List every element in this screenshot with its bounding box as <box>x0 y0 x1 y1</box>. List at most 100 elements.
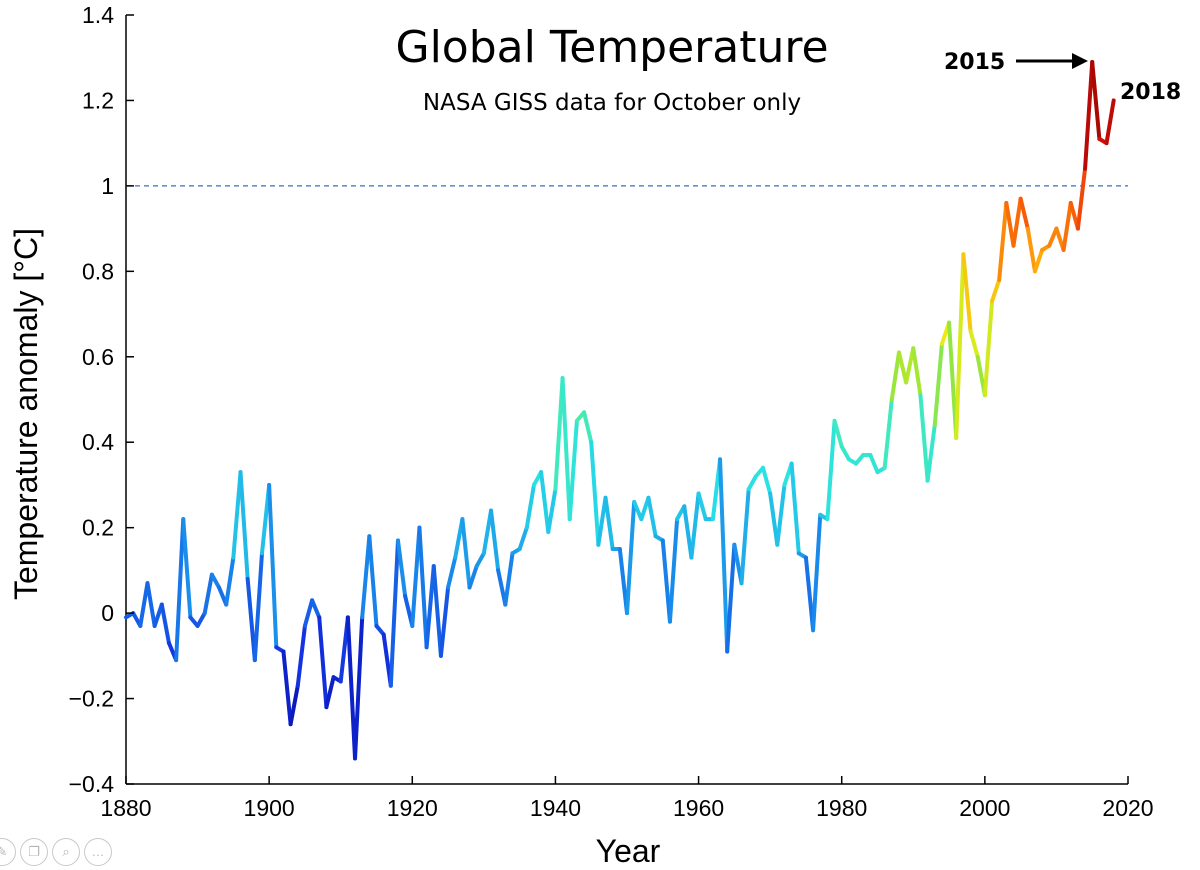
series-segment <box>474 551 486 569</box>
series-segment <box>725 542 737 654</box>
y-tick-label: 0.6 <box>82 344 114 370</box>
series-segment <box>689 491 701 560</box>
annotation-2015-label: 2015 <box>944 50 1005 75</box>
series-segment <box>567 418 579 522</box>
series-line <box>124 59 1116 761</box>
x-tick-label: 1980 <box>816 795 867 821</box>
series-segment <box>295 623 307 688</box>
series-segment <box>138 581 150 628</box>
series-segment <box>209 572 222 590</box>
series-segment <box>560 376 572 522</box>
series-segment <box>424 564 436 650</box>
series-segment <box>353 615 365 761</box>
series-segment <box>238 470 250 581</box>
series-segment <box>589 440 601 547</box>
series-segment <box>825 418 837 522</box>
series-segment <box>632 500 644 522</box>
series-segment <box>889 350 901 402</box>
x-axis-title: Year <box>596 833 661 869</box>
series-segment <box>660 538 672 624</box>
x-tick-label: 1880 <box>100 795 151 821</box>
series-segment <box>990 277 1002 304</box>
series-segment <box>667 517 680 624</box>
y-tick-label: 1.2 <box>82 87 114 113</box>
series-segment <box>882 397 894 470</box>
series-segment <box>174 517 186 663</box>
series-segment <box>932 341 944 428</box>
series-segment <box>925 423 937 483</box>
series-segment <box>582 410 594 445</box>
series-segment <box>1025 226 1037 274</box>
series-segment <box>696 491 708 522</box>
series-segment <box>918 393 930 483</box>
series-segment <box>997 200 1009 282</box>
series-segment <box>159 602 171 646</box>
zoom-icon[interactable]: ⌕ <box>52 838 80 866</box>
series-segment <box>539 470 551 534</box>
y-tick-label: −0.4 <box>69 771 115 797</box>
series-segment <box>395 538 408 599</box>
series-segment <box>446 555 458 590</box>
series-segment <box>317 615 329 710</box>
series-segment <box>625 500 637 616</box>
series-segment <box>245 576 257 663</box>
series-segment <box>739 487 751 586</box>
edit-icon[interactable]: ✎ <box>0 838 16 866</box>
series-segment <box>481 508 494 556</box>
chart-frame <box>125 15 1128 785</box>
series-segment <box>1075 166 1088 231</box>
series-segment <box>252 551 264 663</box>
series-segment <box>288 683 300 727</box>
series-segment <box>768 491 780 547</box>
series-segment <box>1104 98 1116 146</box>
chart-subtitle: NASA GISS data for October only <box>423 90 801 116</box>
series-segment <box>431 564 443 658</box>
series-segment <box>517 525 529 552</box>
series-segment <box>345 615 358 761</box>
series-segment <box>954 252 966 440</box>
series-segment <box>489 508 501 573</box>
series-segment <box>904 346 916 385</box>
series-segment <box>224 555 236 607</box>
axis-tick-labels: 1880 1900 1920 1940 1960 1980 2000 2020 −0.4 −0.2… <box>69 2 1154 821</box>
y-tick-label: 1.4 <box>82 2 114 28</box>
series-segment <box>1047 226 1059 248</box>
y-tick-label: 0.8 <box>82 258 114 284</box>
y-tick-label: 0.2 <box>82 515 114 541</box>
series-segment <box>302 598 315 628</box>
series-segment <box>1083 59 1095 171</box>
series-segment <box>202 572 214 616</box>
series-segment <box>596 495 608 547</box>
series-segment <box>911 346 923 398</box>
series-segment <box>417 525 429 650</box>
series-segment <box>546 487 558 534</box>
series-segment <box>367 534 379 628</box>
series-segment <box>360 534 372 620</box>
series-segment <box>181 517 193 620</box>
series-segment <box>1011 196 1023 248</box>
series-segment <box>1061 200 1073 252</box>
series-segment <box>231 470 243 560</box>
series-segment <box>868 453 880 475</box>
series-segment <box>839 444 851 462</box>
series-segment <box>503 551 515 607</box>
series-segment <box>832 418 844 449</box>
copy-icon[interactable]: ❐ <box>20 838 48 866</box>
series-segment <box>1032 247 1045 274</box>
series-segment <box>775 482 787 547</box>
x-tick-label: 1900 <box>244 795 295 821</box>
y-tick-label: 1 <box>101 173 114 199</box>
series-segment <box>1018 196 1030 231</box>
series-segment <box>467 564 479 590</box>
series-segment <box>961 252 973 334</box>
series-segment <box>646 495 658 539</box>
series-segment <box>1004 200 1016 248</box>
x-tick-label: 1940 <box>530 795 581 821</box>
series-segment <box>324 675 336 710</box>
more-icon[interactable]: … <box>84 838 112 866</box>
series-segment <box>553 376 565 492</box>
series-segment <box>896 350 909 385</box>
annotations: 2015 2018 <box>944 50 1181 105</box>
series-segment <box>603 495 615 552</box>
